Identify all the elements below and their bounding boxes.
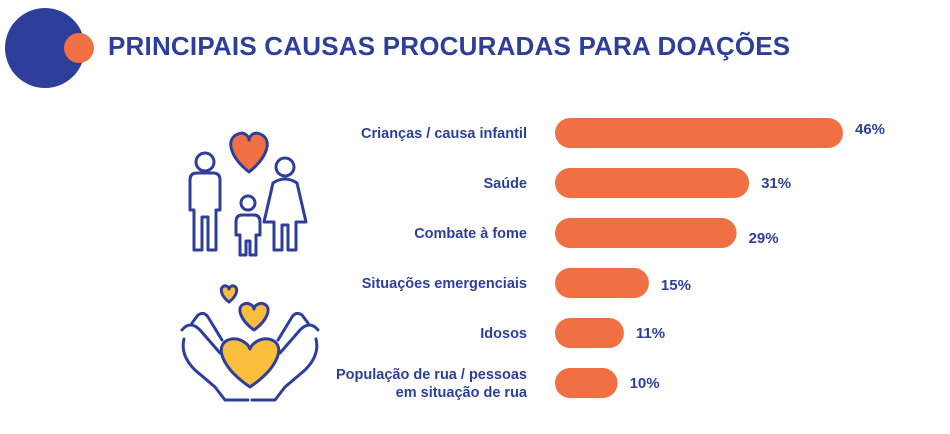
value-label: 10%	[630, 375, 660, 392]
category-label: Combate à fome	[414, 226, 527, 242]
bar	[555, 268, 649, 298]
medium-heart-icon	[238, 302, 270, 332]
right-hand-icon	[250, 311, 320, 402]
value-label: 15%	[661, 277, 691, 294]
small-heart-icon	[219, 284, 239, 304]
family-heart-icon	[229, 131, 269, 174]
category-label: Idosos	[480, 326, 527, 342]
category-label: População de rua / pessoas	[336, 367, 527, 383]
bar	[555, 168, 750, 198]
bar	[555, 318, 624, 348]
bar	[555, 218, 737, 248]
page-title: PRINCIPAIS CAUSAS PROCURADAS PARA DOAÇÕE…	[108, 31, 791, 61]
category-label: Crianças / causa infantil	[361, 126, 527, 142]
illustration	[180, 131, 320, 402]
large-heart-icon	[219, 337, 281, 389]
value-label: 46%	[855, 121, 885, 138]
bar	[555, 118, 843, 148]
bar	[555, 368, 618, 398]
category-label: em situação de rua	[396, 385, 528, 401]
category-label: Saúde	[483, 176, 527, 192]
family-icon	[188, 131, 308, 257]
category-label: Situações emergenciais	[362, 276, 527, 292]
value-label: 11%	[636, 325, 665, 342]
hands-hearts-icon	[180, 284, 320, 402]
value-label: 31%	[761, 175, 791, 192]
left-hand-icon	[180, 311, 250, 402]
logo-icon	[5, 8, 94, 88]
value-label: 29%	[749, 230, 779, 247]
